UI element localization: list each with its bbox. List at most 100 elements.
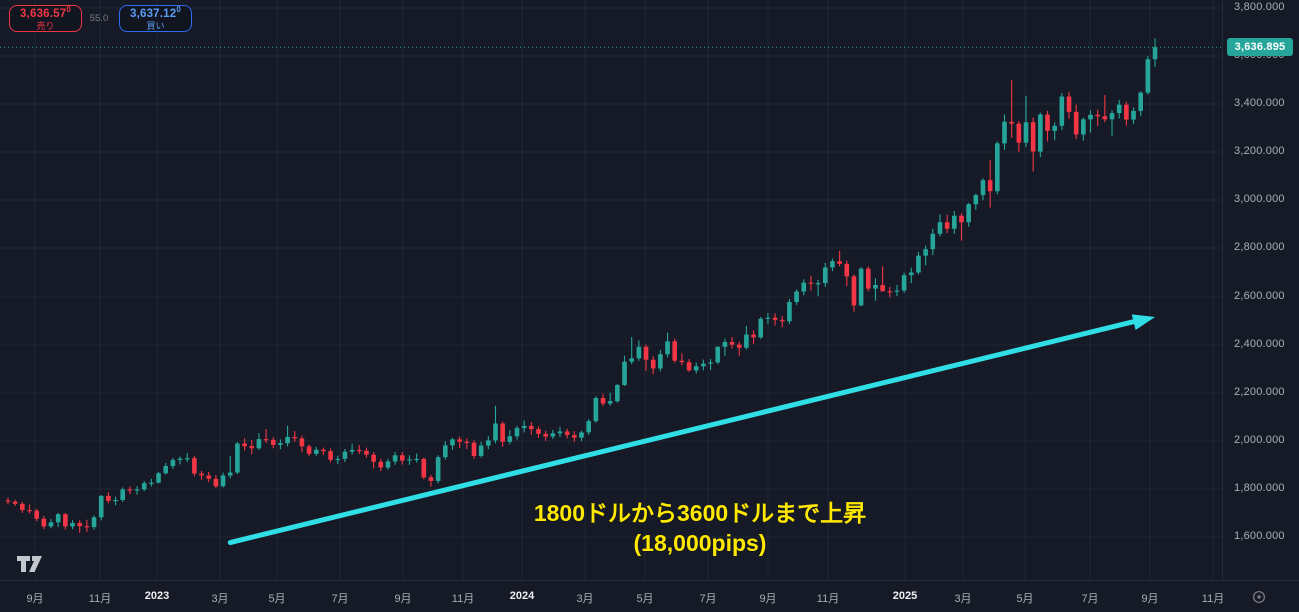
candle-body — [701, 363, 706, 367]
candle-body — [658, 354, 663, 369]
candle-body — [1073, 111, 1079, 135]
candle-body — [120, 489, 126, 500]
time-tick-label: 11月 — [88, 593, 112, 605]
candle-body — [306, 446, 312, 454]
candle-body — [1016, 123, 1022, 143]
candle-body — [84, 526, 90, 528]
price-tick-label: 3,800.000 — [1234, 1, 1285, 13]
candle-body — [77, 523, 82, 527]
candle-body — [27, 510, 32, 512]
candle-body — [536, 429, 541, 434]
candle-body — [844, 263, 850, 277]
annotation-line-1: 1800ドルから3600ドルまで上昇 — [533, 500, 867, 526]
price-tick-label: 3,000.000 — [1234, 193, 1285, 205]
candle-body — [966, 204, 971, 223]
candle-body — [980, 180, 986, 196]
candle-body — [270, 439, 276, 445]
candle-body — [987, 180, 993, 192]
candle-body — [779, 319, 785, 322]
candle-body — [686, 362, 692, 371]
candle-body — [1002, 121, 1007, 144]
candle-body — [751, 334, 756, 338]
price-tick-label: 2,800.000 — [1234, 241, 1285, 253]
candle-body — [328, 451, 333, 460]
candle-body — [486, 440, 491, 446]
time-tick-label: 9月 — [26, 593, 44, 605]
time-tick-label: 3月 — [954, 593, 972, 605]
candle-body — [744, 334, 749, 348]
price-tick-label: 2,200.000 — [1234, 386, 1285, 398]
candle-body — [256, 439, 262, 449]
candle-body — [600, 398, 606, 404]
candle-body — [1109, 113, 1115, 120]
buy-price: 3,637.120 — [129, 4, 182, 20]
candle-body — [1095, 114, 1100, 117]
time-tick-label: 9月 — [759, 593, 777, 605]
candlestick-chart[interactable] — [0, 0, 1222, 580]
candle-body — [428, 477, 434, 481]
candle-body — [5, 500, 11, 502]
candle-body — [672, 341, 678, 361]
candle-body — [421, 458, 427, 478]
candle-body — [916, 255, 921, 273]
candle-body — [113, 499, 118, 502]
candle-body — [586, 421, 591, 433]
candle-body — [715, 346, 721, 363]
candle-body — [371, 454, 376, 462]
candle-body — [557, 431, 563, 434]
time-tick-label: 9月 — [1141, 593, 1159, 605]
candle-body — [572, 435, 577, 438]
candle-body — [335, 458, 341, 461]
candle-body — [192, 458, 197, 474]
candle-body — [1066, 96, 1072, 112]
candle-body — [213, 478, 219, 487]
candle-body — [199, 473, 204, 476]
price-axis[interactable]: 3,636.895 3,800.0003,600.0003,400.0003,2… — [1222, 0, 1299, 580]
candle-body — [564, 431, 570, 436]
candle-body — [1009, 121, 1014, 124]
price-tick-label: 1,600.000 — [1234, 530, 1285, 542]
candle-body — [55, 514, 61, 523]
tradingview-logo-icon[interactable] — [16, 553, 46, 577]
price-tick-label: 3,400.000 — [1234, 97, 1285, 109]
buy-button[interactable]: 3,637.120 買い — [119, 5, 192, 32]
candle-body — [1023, 122, 1029, 143]
buy-label: 買い — [146, 21, 165, 32]
candle-body — [1102, 116, 1108, 120]
candle-body — [263, 439, 269, 441]
trend-arrow-line[interactable] — [227, 318, 1138, 546]
candle-body — [736, 344, 742, 348]
sell-button[interactable]: 3,636.570 売り — [9, 5, 82, 32]
candle-body — [500, 423, 505, 442]
candle-body — [91, 517, 97, 528]
axis-settings-gear-icon[interactable] — [1251, 589, 1267, 605]
candle-body — [1088, 114, 1093, 120]
candle-body — [321, 449, 326, 452]
candle-body — [170, 460, 176, 467]
spread-value: 55.0 — [89, 13, 109, 24]
candle-body — [708, 362, 713, 364]
candle-body — [106, 495, 111, 501]
candle-body — [693, 366, 699, 371]
candle-body — [70, 523, 75, 527]
candle-body — [392, 455, 398, 462]
candle-body — [880, 285, 885, 292]
candle-body — [765, 317, 771, 319]
candle-body — [729, 341, 735, 345]
candle-body — [959, 215, 964, 223]
candle-body — [342, 451, 348, 459]
candle-body — [822, 267, 828, 284]
chart-pane[interactable]: 3,636.570 売り 55.0 3,637.120 買い 1800ドルから3… — [0, 0, 1222, 580]
candle-body — [1138, 92, 1144, 111]
time-tick-label: 11月 — [816, 593, 840, 605]
time-tick-label: 5月 — [636, 593, 654, 605]
time-axis[interactable]: 9月 11月 2023 3月 5月 7月 9月 11月 2024 3月 5月 7月 9月 11月 2025 3… — [0, 580, 1299, 612]
candle-body — [514, 428, 520, 437]
candle-body — [184, 458, 190, 460]
candle-body — [944, 222, 950, 229]
candle-body — [643, 346, 649, 360]
candle-body — [787, 302, 792, 322]
candle-body — [149, 482, 154, 484]
candle-body — [887, 291, 893, 293]
time-tick-label: 11月 — [451, 593, 475, 605]
